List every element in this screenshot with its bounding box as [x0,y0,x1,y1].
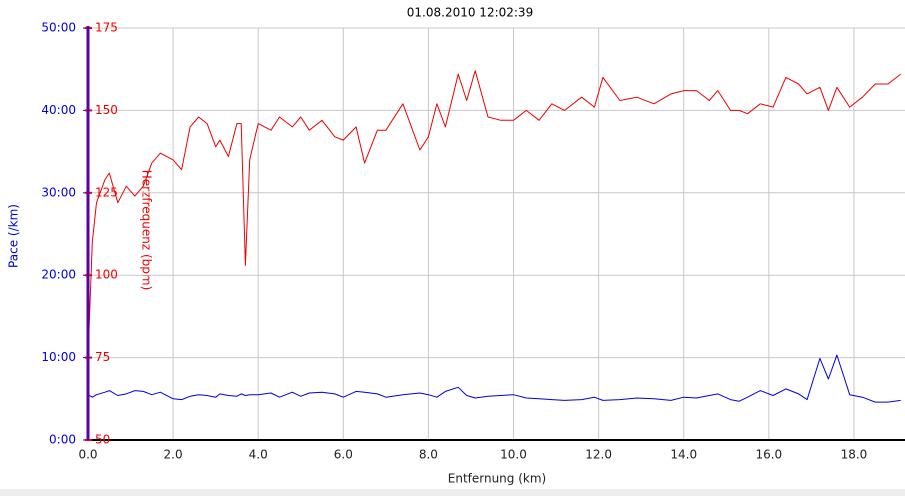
x-tick-label: 6.0 [334,448,353,462]
y-tick-label: 30:00 [41,185,76,199]
y2-tick-label: 125 [95,185,118,199]
x-tick-label: 0.0 [78,448,97,462]
y-axis-label: Pace (/km) [7,204,21,268]
y-tick-label: 50:00 [41,21,76,35]
chart-title: 01.08.2010 12:02:39 [407,6,533,20]
data-line [87,70,902,358]
x-tick-label: 14.0 [670,448,697,462]
footer-band [0,489,905,496]
y2-tick-label: 150 [95,103,118,117]
y2-tick-label: 75 [95,350,110,364]
y2-tick-label: 100 [95,268,118,282]
y2-axis-label: Herzfrequenz (bpm) [140,170,154,291]
y-tick-label: 20:00 [41,268,76,282]
y-tick-label: 0:00 [49,433,76,447]
x-tick-label: 12.0 [585,448,612,462]
x-tick-label: 16.0 [755,448,782,462]
x-axis-label: Entfernung (km) [448,472,546,486]
y-tick-label: 10:00 [41,350,76,364]
y-tick-label: 40:00 [41,103,76,117]
x-tick-label: 2.0 [164,448,183,462]
x-tick-label: 10.0 [500,448,527,462]
x-tick-label: 18.0 [841,448,868,462]
x-tick-label: 4.0 [249,448,268,462]
x-tick-label: 8.0 [419,448,438,462]
y2-tick-label: 175 [95,21,118,35]
y2-tick-label: 50 [95,433,110,447]
data-line [87,354,901,403]
